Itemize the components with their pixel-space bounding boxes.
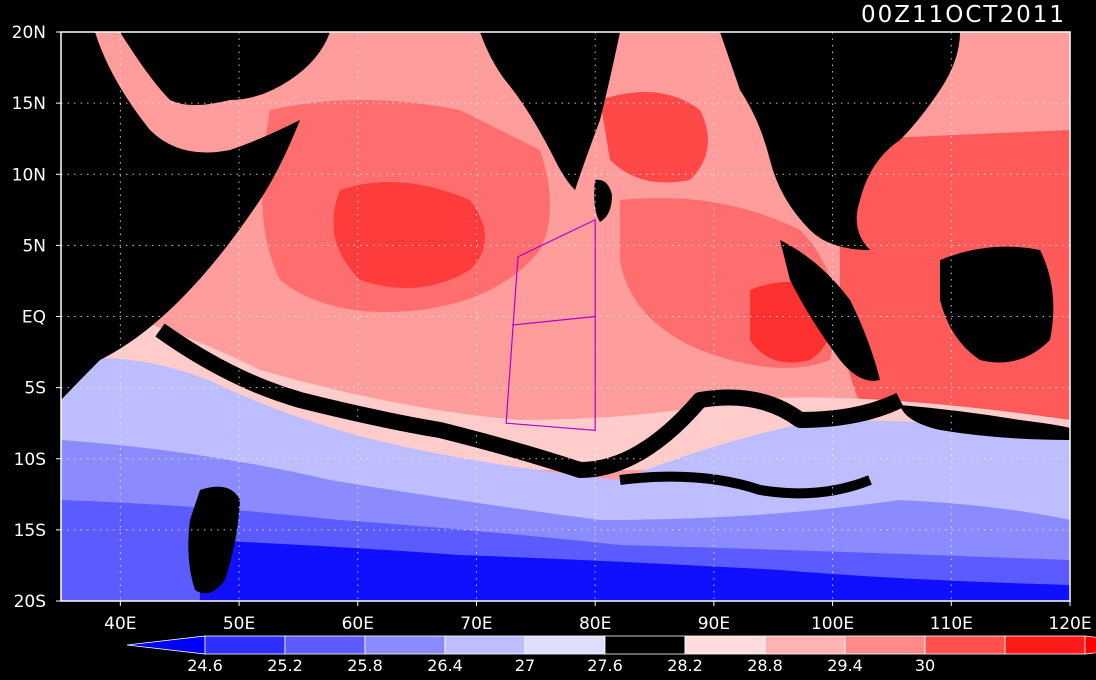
lon-tick-label: 100E bbox=[811, 614, 854, 634]
colorbar-level-label: 25.8 bbox=[347, 656, 383, 675]
lat-tick-label: 20S bbox=[14, 592, 46, 612]
lat-tick-label: 5S bbox=[24, 379, 46, 399]
colorbar-level-label: 29.4 bbox=[827, 656, 863, 675]
sst-field bbox=[61, 32, 1070, 601]
lon-tick-label: 50E bbox=[223, 614, 255, 634]
lon-tick-label: 70E bbox=[460, 614, 492, 634]
lat-tick-label: 10N bbox=[12, 165, 46, 185]
colorbar-level-label: 27.6 bbox=[587, 656, 623, 675]
contour-27-band-2 bbox=[619, 471, 872, 499]
lat-tick-label: 5N bbox=[22, 236, 46, 256]
lat-tick-label: 20N bbox=[12, 23, 46, 43]
colorbar-level-label: 28.8 bbox=[747, 656, 783, 675]
land-madagascar bbox=[188, 486, 240, 594]
land-arabia bbox=[120, 32, 330, 105]
cool-region-24 bbox=[200, 540, 1070, 601]
lon-tick-label: 60E bbox=[342, 614, 374, 634]
contour-27-band bbox=[155, 323, 904, 478]
lon-tick-label: 90E bbox=[698, 614, 730, 634]
land-sumatra bbox=[780, 240, 880, 381]
land-sri-lanka bbox=[594, 179, 612, 222]
colorbar-high-arrow bbox=[1084, 635, 1096, 655]
colorbar-segment bbox=[924, 635, 1006, 655]
colorbar-segment bbox=[524, 635, 606, 655]
colorbar-level-label: 30 bbox=[915, 656, 935, 675]
longitude-axis-labels: 40E 50E 60E 70E 80E 90E 100E 110E 120E bbox=[104, 601, 1092, 634]
colorbar-segment bbox=[284, 635, 366, 655]
colorbar-segment bbox=[604, 635, 686, 655]
lat-tick-label: 15S bbox=[14, 521, 46, 541]
colorbar-segment bbox=[684, 635, 766, 655]
lon-tick-label: 80E bbox=[579, 614, 611, 634]
land-southeast-asia bbox=[720, 32, 960, 250]
hot-spot-bay-of-bengal bbox=[600, 92, 708, 183]
colorbar-segment bbox=[204, 635, 286, 655]
lon-tick-label: 110E bbox=[930, 614, 973, 634]
colorbar-segment bbox=[364, 635, 446, 655]
study-region-divider bbox=[512, 315, 596, 326]
colorbar: 24.6 25.2 25.8 26.4 27 27.6 28.2 28.8 29.4 30 bbox=[126, 635, 1096, 675]
land-java bbox=[900, 405, 1070, 440]
land-india bbox=[480, 32, 620, 190]
lat-tick-label: 10S bbox=[14, 450, 46, 470]
land-borneo bbox=[940, 246, 1054, 363]
lat-tick-label: EQ bbox=[22, 308, 46, 328]
colorbar-level-label: 25.2 bbox=[267, 656, 303, 675]
colorbar-segment bbox=[1004, 635, 1086, 655]
colorbar-level-label: 24.6 bbox=[187, 656, 223, 675]
lat-tick-label: 15N bbox=[12, 94, 46, 114]
colorbar-segment bbox=[764, 635, 846, 655]
colorbar-segment bbox=[844, 635, 926, 655]
colorbar-level-label: 27 bbox=[515, 656, 535, 675]
lon-tick-label: 120E bbox=[1048, 614, 1091, 634]
lon-tick-label: 40E bbox=[104, 614, 136, 634]
hot-spot-arabian-sea bbox=[333, 182, 485, 288]
study-region-box bbox=[505, 218, 596, 431]
latitude-axis-labels: 20N 15N 10N 5N EQ 5S 10S 15S 20S bbox=[12, 23, 61, 612]
colorbar-level-label: 28.2 bbox=[667, 656, 703, 675]
colorbar-level-label: 26.4 bbox=[427, 656, 463, 675]
colorbar-segment bbox=[444, 635, 526, 655]
map-title: 00Z11OCT2011 bbox=[861, 2, 1066, 28]
colorbar-low-arrow bbox=[126, 635, 206, 655]
